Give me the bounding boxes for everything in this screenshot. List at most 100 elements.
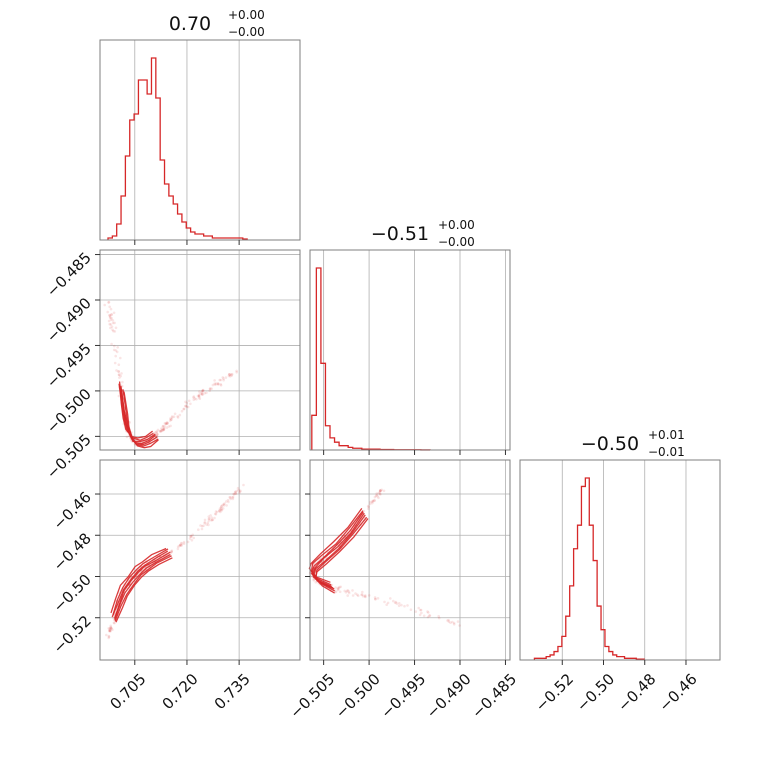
scatter-point [108, 313, 111, 317]
scatter-point [113, 621, 116, 625]
panel-frame [99, 249, 301, 451]
scatter-point [115, 350, 119, 354]
scatter-point [225, 504, 228, 507]
scatter-point [199, 524, 202, 527]
scatter-point [111, 628, 114, 631]
scatter-point [165, 422, 168, 426]
scatter-point [162, 427, 166, 431]
scatter-point [420, 611, 423, 615]
scatter-point [336, 588, 340, 592]
scatter-point [110, 342, 113, 346]
title-minus-error: −0.00 [438, 235, 475, 249]
scatter-point [113, 344, 116, 348]
density-contours [308, 508, 369, 594]
scatter-point [227, 374, 231, 378]
scatter-point [373, 498, 376, 502]
scatter-point [178, 544, 181, 548]
scatter-point [208, 387, 212, 390]
scatter-panel-param-2-vs-1: −0.485−0.490−0.495−0.500−0.505 [43, 249, 301, 482]
panel-frame [99, 459, 301, 661]
scatter-point [375, 493, 379, 497]
scatter-point [108, 316, 112, 320]
scatter-point [179, 541, 183, 545]
y-tick-label: −0.485 [43, 249, 95, 301]
scatter-point [382, 489, 386, 493]
scatter-point [116, 346, 119, 349]
scatter-point [197, 396, 201, 399]
scatter-point [155, 430, 159, 434]
scatter-point [426, 615, 430, 619]
scatter-point [201, 393, 204, 397]
density-contour [110, 547, 167, 614]
scatter-point [201, 389, 205, 393]
scatter-point [107, 319, 111, 323]
scatter-point [351, 594, 355, 597]
scatter-point [176, 545, 180, 548]
density-contour [315, 516, 368, 592]
scatter-point [125, 435, 129, 439]
scatter-point [422, 614, 426, 618]
scatter-point [198, 390, 201, 393]
scatter-point [153, 431, 157, 435]
x-tick-label: −0.46 [655, 670, 700, 715]
title-plus-error: +0.00 [438, 218, 475, 232]
scatter-point [379, 489, 383, 493]
density-contour [111, 550, 169, 618]
scatter-point [156, 433, 159, 436]
scatter-point [170, 550, 173, 553]
scatter-point [108, 629, 111, 633]
scatter-point [378, 490, 382, 494]
scatter-point [228, 375, 232, 378]
scatter-point [165, 420, 169, 424]
scatter-point [238, 491, 241, 494]
panel-frame [99, 39, 301, 241]
scatter-point [170, 550, 173, 553]
scatter-point [178, 413, 182, 417]
scatter-point [428, 614, 432, 617]
scatter-point [187, 399, 191, 403]
scatter-point [417, 606, 421, 610]
scatter-point [227, 500, 230, 504]
scatter-point [189, 534, 192, 538]
scatter-point [207, 515, 211, 518]
scatter-point [219, 506, 223, 510]
scatter-point [200, 524, 204, 528]
scatter-panel-param-3-vs-1: 0.705 0.720 0.735 −0.46−0.48−0.50−0.52 [50, 459, 301, 713]
scatter-point [109, 629, 112, 632]
scatter-point [169, 417, 172, 420]
scatter-point [403, 604, 406, 608]
scatter-point [166, 422, 169, 425]
scatter-point [117, 373, 121, 377]
scatter-point [222, 377, 225, 380]
scatter-point [414, 610, 418, 613]
scatter-point [110, 313, 114, 316]
scatter-point [220, 508, 224, 512]
y-tick-label: −0.48 [50, 529, 95, 574]
scatter-point [437, 614, 441, 618]
scatter-point [203, 522, 206, 525]
scatter-point [339, 585, 343, 589]
panel-frame [519, 459, 721, 661]
scatter-point [447, 620, 451, 623]
scatter-point [207, 519, 211, 522]
scatter-point [160, 429, 163, 433]
scatter-point [338, 590, 342, 594]
scatter-point [117, 370, 120, 374]
scatter-point [378, 489, 382, 492]
scatter-point [446, 619, 449, 622]
scatter-point [334, 586, 337, 589]
scatter-point [109, 627, 113, 630]
scatter-point [451, 620, 454, 624]
scatter-point [113, 330, 117, 333]
scatter-point [356, 594, 360, 598]
scatter-point [189, 402, 192, 406]
scatter-point [231, 496, 234, 499]
scatter-point [188, 537, 192, 540]
scatter-point [374, 494, 378, 498]
scatter-point [216, 382, 220, 386]
scatter-point [389, 597, 392, 600]
scatter-point [373, 495, 377, 499]
scatter-point [344, 591, 348, 594]
scatter-point [210, 516, 214, 519]
histogram-step-line [533, 477, 645, 660]
